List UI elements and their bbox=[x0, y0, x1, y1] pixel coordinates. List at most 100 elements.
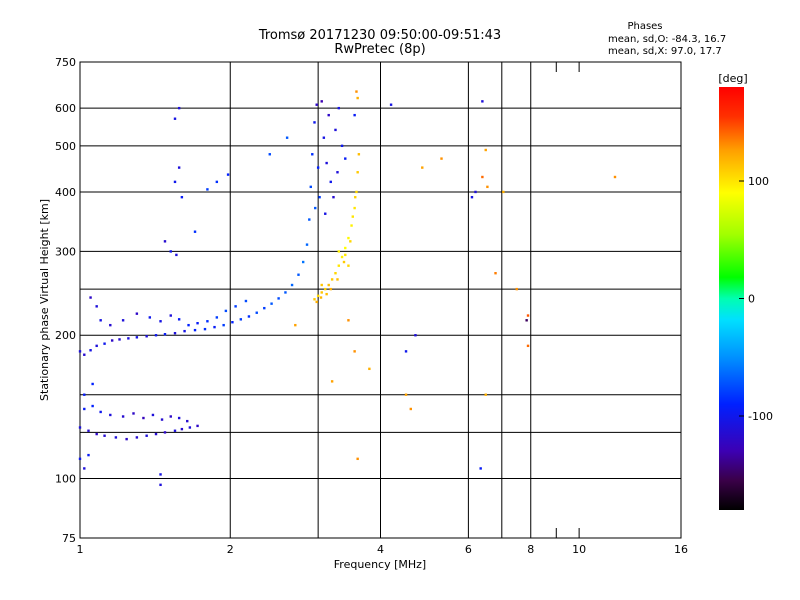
data-point-o bbox=[239, 318, 243, 321]
data-point-x bbox=[421, 166, 424, 169]
data-point-o bbox=[163, 431, 167, 434]
data-point-o bbox=[180, 427, 184, 431]
data-point-o bbox=[193, 328, 197, 332]
y-axis: 75 100 200 300 400 500 600 750 bbox=[55, 56, 76, 545]
data-point-o bbox=[83, 467, 86, 470]
data-point-x bbox=[337, 264, 341, 267]
colorbar-tick-label: 0 bbox=[748, 293, 755, 306]
data-point-x bbox=[526, 314, 530, 317]
data-point-x bbox=[353, 350, 356, 353]
data-point-o bbox=[470, 195, 474, 199]
data-point-o bbox=[344, 157, 347, 160]
data-point-x bbox=[350, 224, 353, 227]
data-point-o bbox=[183, 329, 186, 333]
x-tick-label: 10 bbox=[572, 543, 586, 556]
data-point-x bbox=[409, 407, 412, 411]
data-point-o bbox=[479, 467, 482, 470]
data-point-o bbox=[163, 333, 167, 336]
data-point-o bbox=[121, 415, 125, 418]
chart-title: Tromsø 20171230 09:50:00-09:51:43 bbox=[258, 28, 501, 43]
data-point-o bbox=[340, 144, 344, 148]
data-point-x bbox=[368, 367, 371, 371]
data-point-x bbox=[315, 300, 318, 304]
data-point-x bbox=[440, 157, 443, 160]
data-point-x bbox=[294, 323, 297, 327]
data-point-o bbox=[234, 305, 237, 308]
data-point-o bbox=[231, 321, 234, 324]
x-axis-title: Frequency [MHz] bbox=[334, 558, 426, 571]
data-point-o bbox=[188, 426, 192, 429]
grid bbox=[80, 62, 681, 538]
data-point-x bbox=[325, 292, 328, 296]
data-point-o bbox=[481, 100, 484, 103]
phases-mean-o: mean, sd,O: -84.3, 16.7 bbox=[608, 34, 726, 45]
data-point-o bbox=[154, 334, 158, 337]
data-point-o bbox=[196, 321, 199, 325]
data-point-o bbox=[263, 306, 266, 310]
data-point-x bbox=[320, 291, 323, 294]
data-point-o bbox=[196, 424, 199, 428]
data-point-o bbox=[308, 218, 311, 221]
data-point-o bbox=[226, 173, 230, 176]
data-point-o bbox=[109, 323, 112, 327]
data-point-o bbox=[313, 121, 316, 124]
y-tick-label: 500 bbox=[55, 140, 76, 153]
data-point-o bbox=[89, 296, 92, 299]
data-point-o bbox=[337, 106, 341, 110]
data-point-o bbox=[309, 185, 312, 189]
data-point-x bbox=[316, 294, 320, 298]
data-point-o bbox=[244, 299, 248, 303]
data-point-o bbox=[145, 434, 148, 437]
x-tick-label: 1 bbox=[77, 543, 84, 556]
data-point-x bbox=[356, 171, 359, 174]
data-point-o bbox=[83, 393, 86, 396]
data-point-o bbox=[95, 305, 98, 308]
colorbar: [deg] 100 0 -100 bbox=[718, 72, 773, 510]
data-point-x bbox=[330, 278, 334, 281]
data-point-o bbox=[311, 153, 314, 156]
data-point-o bbox=[255, 311, 258, 314]
data-point-o bbox=[118, 338, 121, 341]
data-point-x bbox=[404, 393, 408, 396]
data-point-o bbox=[83, 407, 86, 411]
data-point-o bbox=[103, 434, 106, 437]
y-tick-label: 75 bbox=[62, 532, 76, 545]
data-point-o bbox=[109, 413, 112, 417]
data-point-x bbox=[351, 215, 354, 218]
data-point-x bbox=[349, 240, 352, 243]
data-point-x bbox=[336, 278, 339, 281]
data-point-o bbox=[315, 103, 318, 106]
data-point-x bbox=[344, 246, 347, 250]
data-point-x bbox=[353, 206, 356, 210]
data-point-o bbox=[222, 323, 225, 327]
data-point-o bbox=[89, 349, 92, 352]
data-point-o bbox=[327, 113, 330, 117]
data-point-o bbox=[325, 161, 328, 165]
data-point-o bbox=[169, 314, 172, 317]
data-point-o bbox=[215, 180, 219, 184]
data-point-o bbox=[173, 117, 177, 120]
data-point-x bbox=[319, 296, 323, 299]
data-point-x bbox=[502, 190, 505, 194]
data-point-x bbox=[355, 190, 358, 194]
data-point-o bbox=[148, 316, 152, 319]
data-point-x bbox=[481, 175, 484, 179]
data-point-o bbox=[91, 382, 94, 386]
data-point-o bbox=[95, 432, 98, 436]
data-point-o bbox=[87, 453, 90, 457]
data-point-o bbox=[145, 335, 148, 338]
data-point-o bbox=[285, 136, 289, 139]
data-point-o bbox=[186, 419, 189, 423]
data-point-o bbox=[163, 240, 167, 243]
data-point-o bbox=[99, 319, 102, 322]
phases-mean-x: mean, sd,X: 97.0, 17.7 bbox=[608, 46, 722, 57]
phases-heading: Phases bbox=[627, 21, 662, 32]
data-point-o bbox=[95, 344, 98, 348]
data-point-o bbox=[336, 171, 339, 174]
data-point-x bbox=[486, 185, 489, 189]
data-point-o bbox=[169, 250, 172, 253]
data-point-o bbox=[270, 302, 273, 305]
data-point-o bbox=[329, 180, 332, 184]
data-point-o bbox=[389, 103, 393, 106]
